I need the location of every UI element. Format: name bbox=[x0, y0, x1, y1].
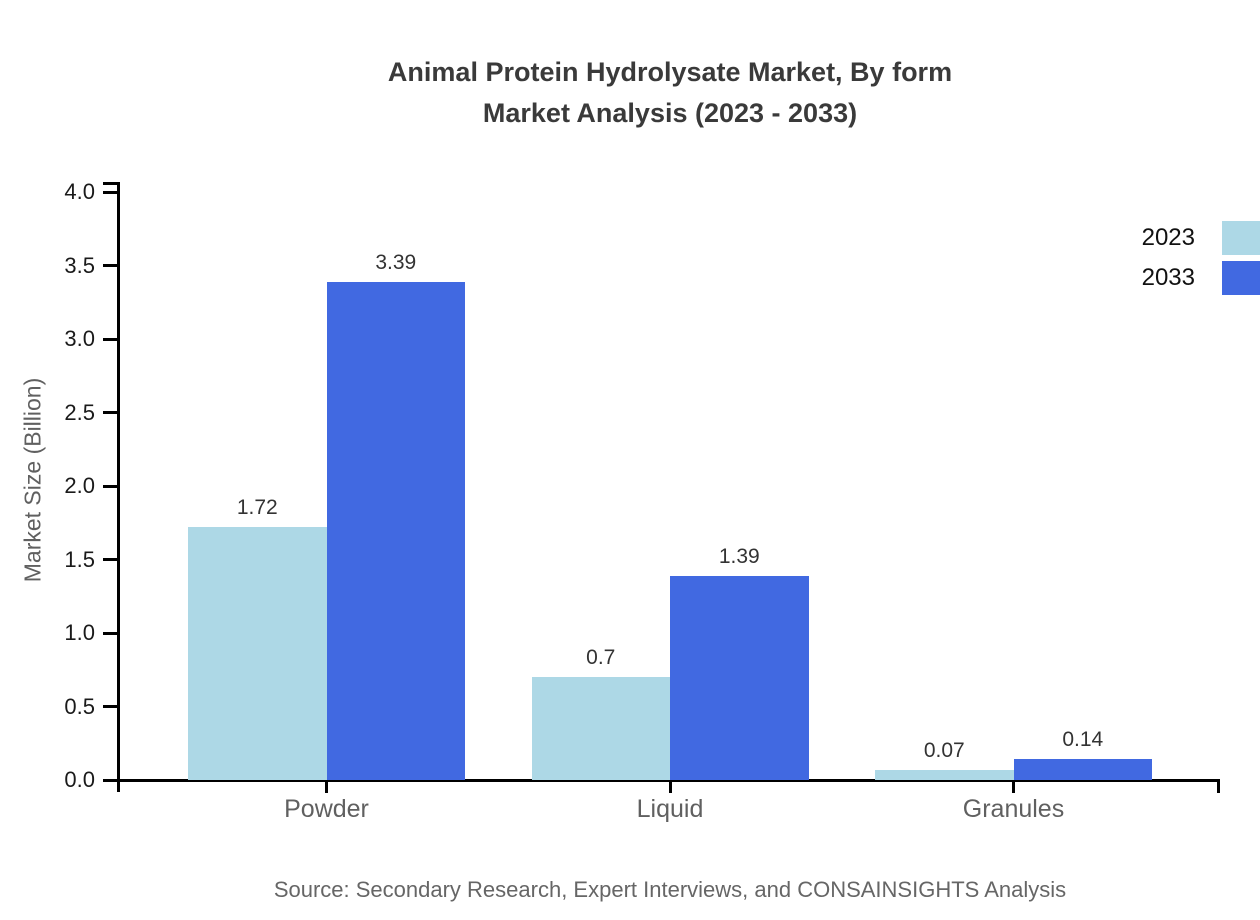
x-category-label-powder: Powder bbox=[284, 795, 369, 823]
legend-label-2033: 2033 bbox=[1141, 264, 1195, 291]
y-tick-mark bbox=[103, 705, 117, 708]
bar-2033-liquid bbox=[670, 575, 809, 780]
legend-swatch-2033 bbox=[1222, 261, 1260, 295]
legend-label-2023: 2023 bbox=[1141, 224, 1195, 251]
chart-title-line1: Animal Protein Hydrolysate Market, By fo… bbox=[387, 57, 953, 87]
x-tick-mark bbox=[325, 780, 328, 793]
y-tick-mark bbox=[103, 484, 117, 488]
y-axis-line bbox=[117, 182, 120, 792]
y-tick-label: 0.5 bbox=[64, 693, 95, 719]
x-category-label-liquid: Liquid bbox=[636, 795, 704, 823]
y-axis-endcap-tick bbox=[103, 182, 117, 185]
y-tick-mark bbox=[103, 631, 117, 635]
bar-2023-liquid bbox=[531, 677, 670, 780]
y-tick-label: 2.5 bbox=[64, 399, 95, 425]
y-tick-mark bbox=[103, 190, 117, 194]
y-tick-label: 0.0 bbox=[64, 767, 95, 792]
y-tick-mark bbox=[103, 558, 117, 561]
bar-value-label: 0.7 bbox=[586, 646, 616, 670]
bar-value-label: 1.39 bbox=[718, 544, 760, 568]
x-category-label-granules: Granules bbox=[962, 795, 1065, 823]
source-note: Source: Secondary Research, Expert Inter… bbox=[273, 877, 1067, 902]
y-tick-label: 4.0 bbox=[64, 179, 95, 204]
x-tick-mark bbox=[1012, 780, 1015, 793]
bar-2033-granules bbox=[1013, 759, 1152, 780]
y-tick-label: 1.0 bbox=[64, 620, 95, 645]
chart-title: Animal Protein Hydrolysate Market, By fo… bbox=[120, 52, 1220, 134]
bar-value-label: 0.07 bbox=[923, 738, 965, 762]
y-tick-label: 2.0 bbox=[64, 473, 95, 498]
y-tick-label: 1.5 bbox=[64, 546, 95, 572]
y-tick-mark bbox=[103, 337, 117, 341]
x-tick-mark bbox=[668, 780, 672, 793]
x-axis-endcap-tick bbox=[1217, 780, 1220, 793]
y-tick-label: 3.0 bbox=[64, 326, 95, 351]
chart-title-line2: Market Analysis (2023 - 2033) bbox=[482, 98, 858, 128]
y-tick-mark bbox=[103, 264, 117, 267]
y-tick-label: 3.5 bbox=[64, 252, 95, 278]
bar-value-label: 0.14 bbox=[1062, 728, 1104, 752]
y-tick-mark bbox=[103, 411, 117, 414]
bar-2023-powder bbox=[188, 527, 327, 780]
legend-swatch-2023 bbox=[1222, 221, 1260, 255]
y-tick-mark bbox=[103, 778, 117, 782]
bar-value-label: 1.72 bbox=[236, 496, 278, 520]
bar-value-label: 3.39 bbox=[375, 250, 417, 274]
bar-2023-granules bbox=[875, 769, 1014, 780]
bar-2033-powder bbox=[326, 281, 465, 780]
x-axis-line bbox=[106, 778, 1220, 782]
